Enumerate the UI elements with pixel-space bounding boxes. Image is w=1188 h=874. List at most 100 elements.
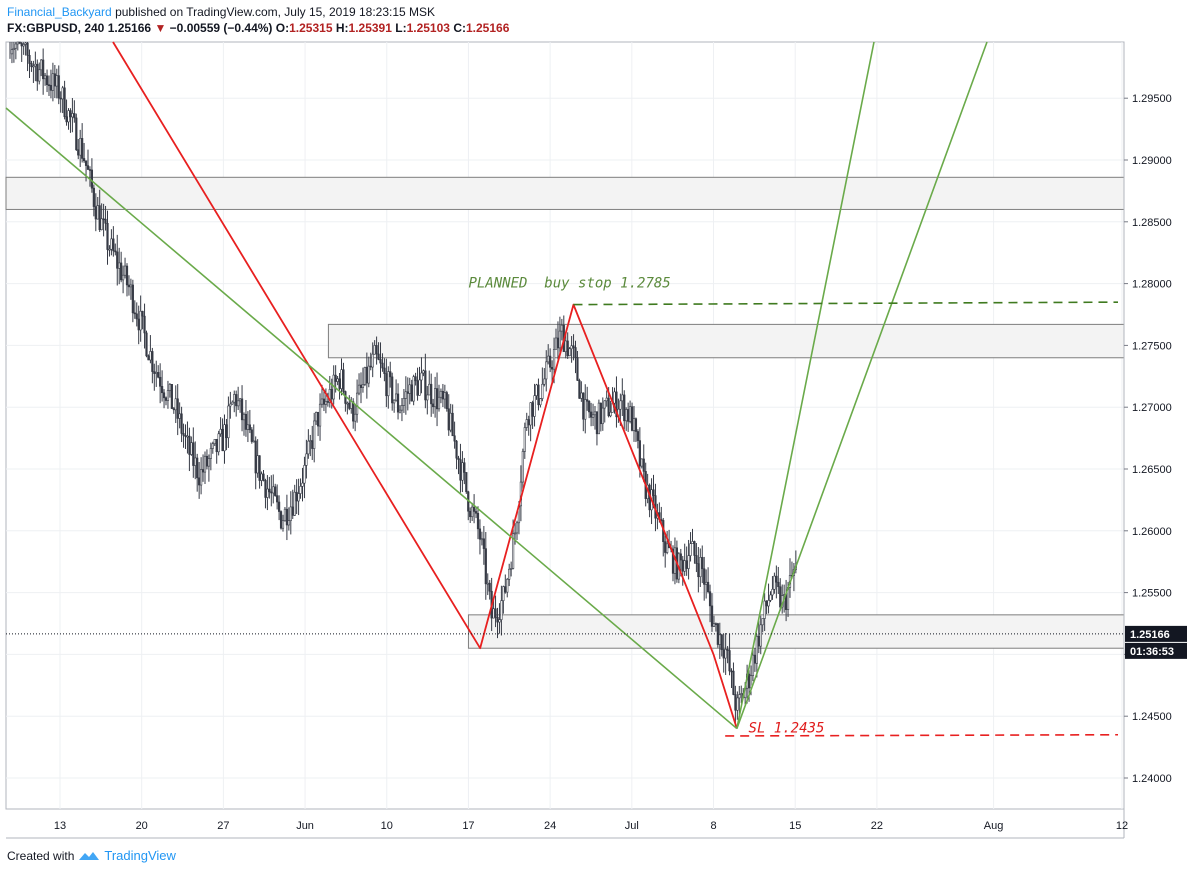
candle-body xyxy=(607,397,610,417)
candle-body xyxy=(182,433,185,436)
candle-body xyxy=(355,392,359,415)
candle-body xyxy=(523,427,526,452)
candle-body xyxy=(75,117,78,151)
time-axis[interactable]: 13 20 27 Jun 10 17 24 Jul 8 15 22 Aug 12 xyxy=(54,820,1128,832)
price-axis[interactable]: 1.240001.245001.250001.255001.260001.265… xyxy=(1124,93,1172,785)
candle-body xyxy=(728,650,731,672)
candle-body xyxy=(262,473,265,481)
candle-body xyxy=(687,555,690,569)
candle-body xyxy=(149,351,152,361)
candle-body xyxy=(34,63,37,67)
candle-body xyxy=(10,49,14,55)
candle-body xyxy=(116,251,119,269)
candle-body xyxy=(628,406,632,422)
candle-body xyxy=(695,555,698,564)
candle-body xyxy=(268,488,271,493)
candle-body xyxy=(346,402,349,405)
candle-body xyxy=(79,138,82,156)
candle-body xyxy=(730,670,733,673)
candle-body xyxy=(412,376,415,402)
candle-body xyxy=(250,429,253,442)
candle-body xyxy=(133,312,136,315)
candle-body xyxy=(693,541,696,556)
candle-body xyxy=(291,506,294,516)
candle-body xyxy=(88,169,92,171)
price-tick-label: 1.26500 xyxy=(1132,464,1172,476)
candle-body xyxy=(685,560,688,569)
price-tick-label: 1.29000 xyxy=(1132,155,1172,167)
candle-body xyxy=(767,600,770,607)
candle-body xyxy=(252,440,255,443)
candle-body xyxy=(162,392,166,399)
candle-body xyxy=(92,187,95,207)
candle-body xyxy=(558,330,561,349)
last-price: 1.25166 xyxy=(107,21,152,35)
candle-body xyxy=(161,386,164,394)
stop-loss-label: SL 1.2435 xyxy=(749,721,825,737)
candle-body xyxy=(49,85,53,91)
candle-body xyxy=(508,568,511,580)
candle-body xyxy=(389,371,392,378)
tradingview-brand-link[interactable]: TradingView xyxy=(104,848,176,863)
candle-body xyxy=(375,345,378,355)
candle-body xyxy=(589,411,593,418)
candle-body xyxy=(264,480,267,498)
candle-body xyxy=(100,218,103,231)
candle-body xyxy=(90,169,93,189)
publish-info: published on TradingView.com, July 15, 2… xyxy=(115,5,436,19)
candle-body xyxy=(435,388,439,410)
candle-body xyxy=(773,575,776,590)
candle-body xyxy=(229,403,232,407)
candle-body xyxy=(642,458,645,472)
price-tick-label: 1.28000 xyxy=(1132,279,1172,291)
green-uptrend-line-steep xyxy=(736,41,875,729)
candle-body xyxy=(506,579,509,593)
gridlines xyxy=(6,42,1124,809)
candle-body xyxy=(383,367,386,374)
candle-body xyxy=(757,636,760,647)
candle-body xyxy=(354,413,357,422)
candle-body xyxy=(221,428,224,452)
candle-body xyxy=(433,388,437,408)
low-value: 1.25103 xyxy=(406,21,450,35)
candle-body xyxy=(593,411,597,416)
candle-body xyxy=(108,248,111,251)
candle-body xyxy=(531,402,534,417)
candle-body xyxy=(747,673,751,689)
candle-body xyxy=(260,473,263,481)
candle-body xyxy=(759,624,762,647)
candle-body xyxy=(244,413,248,430)
candle-body xyxy=(36,63,39,82)
candle-body xyxy=(521,451,524,483)
candle-body xyxy=(398,409,402,413)
candle-body xyxy=(394,393,398,401)
candle-body xyxy=(556,337,560,349)
candle-body xyxy=(104,218,107,224)
author-link[interactable]: Financial_Backyard xyxy=(7,5,112,19)
candle-body xyxy=(777,581,780,588)
candle-body xyxy=(486,582,489,585)
candle-body xyxy=(726,649,729,651)
candle-body xyxy=(689,543,692,556)
candle-body xyxy=(706,581,710,593)
candle-body xyxy=(40,59,43,71)
candle-body xyxy=(535,384,538,396)
candle-body xyxy=(22,44,25,47)
candle-body xyxy=(761,618,764,626)
candle-body xyxy=(671,548,675,574)
candle-body xyxy=(45,75,49,86)
candle-body xyxy=(712,623,716,627)
candle-body xyxy=(43,75,47,80)
candle-body xyxy=(588,400,591,413)
candle-body xyxy=(18,41,21,44)
candle-body xyxy=(387,371,390,397)
candle-body xyxy=(476,512,480,530)
candle-body xyxy=(174,398,177,411)
candle-body xyxy=(396,393,400,413)
down-arrow-icon: ▼ xyxy=(154,21,167,35)
high-value: 1.25391 xyxy=(348,21,392,35)
candle-body xyxy=(172,408,175,411)
candle-body xyxy=(595,411,599,435)
candle-body xyxy=(547,355,550,363)
